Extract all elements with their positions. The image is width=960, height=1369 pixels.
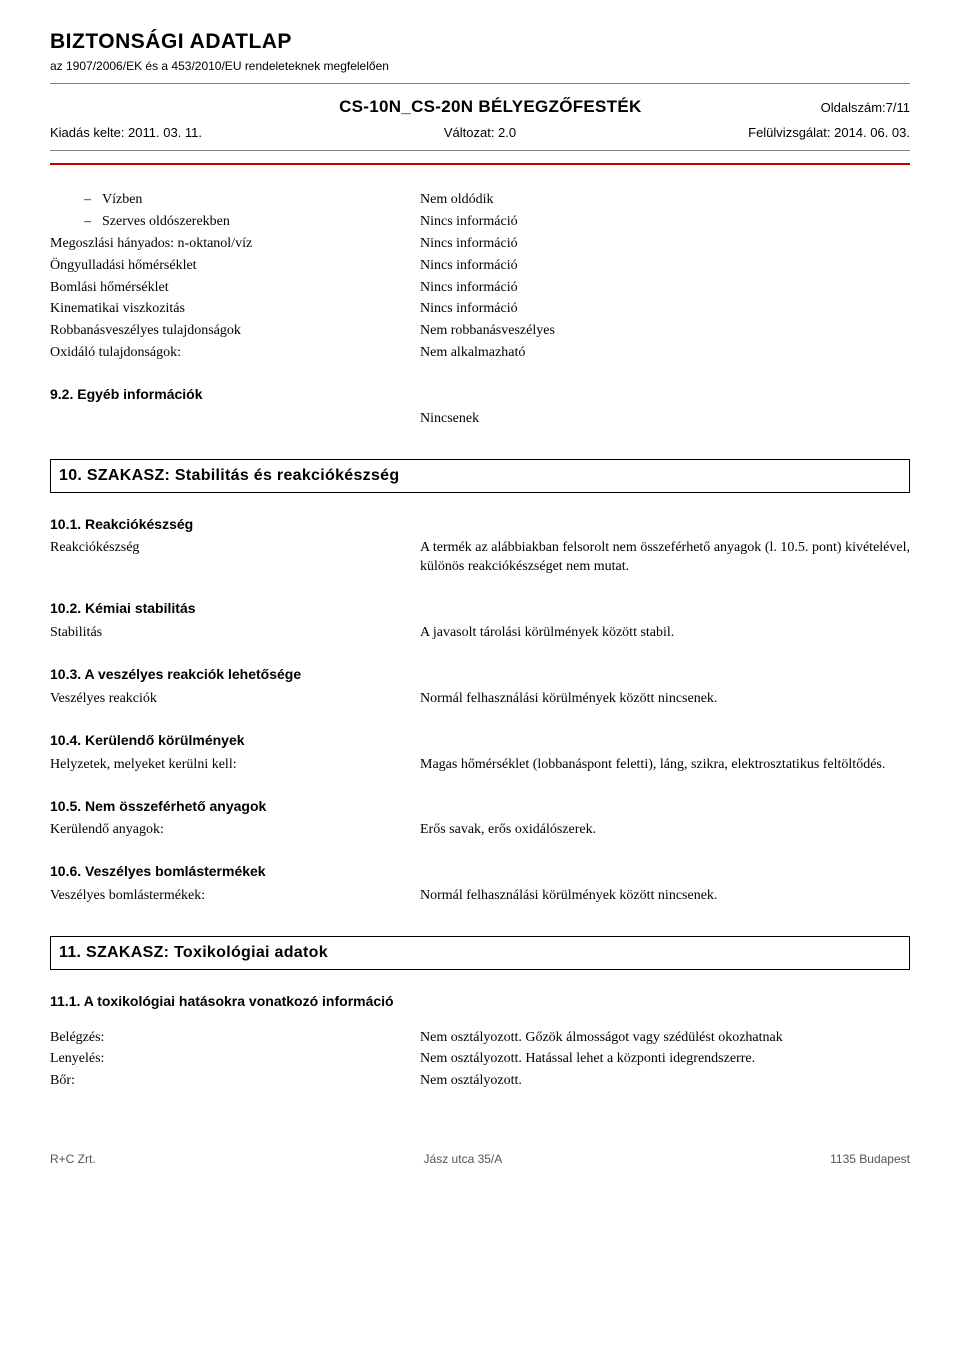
- label-10-6: Veszélyes bomlástermékek:: [50, 887, 420, 906]
- page-number: Oldalszám:7/11: [821, 99, 910, 117]
- property-row: Robbanásveszélyes tulajdonságokNem robba…: [50, 322, 910, 341]
- heading-10-3: 10.3. A veszélyes reakciók lehetősége: [50, 665, 910, 684]
- property-label: Öngyulladási hőmérséklet: [50, 257, 420, 276]
- section-11-title: 11. SZAKASZ: Toxikológiai adatok: [50, 936, 910, 970]
- tox-table: Belégzés:Nem osztályozott. Gőzök álmossá…: [50, 1029, 910, 1092]
- property-value: Nem alkalmazható: [420, 344, 910, 363]
- header-divider-1: [50, 83, 910, 84]
- heading-10-1: 10.1. Reakciókészség: [50, 515, 910, 534]
- property-row: Oxidáló tulajdonságok:Nem alkalmazható: [50, 344, 910, 363]
- section-10-title: 10. SZAKASZ: Stabilitás és reakciókészsé…: [50, 459, 910, 493]
- label-10-5: Kerülendő anyagok:: [50, 821, 420, 840]
- issued-date: Kiadás kelte: 2011. 03. 11.: [50, 124, 337, 142]
- page-footer: R+C Zrt. Jász utca 35/A 1135 Budapest: [50, 1151, 910, 1167]
- label-10-2: Stabilitás: [50, 624, 420, 643]
- property-label: Oxidáló tulajdonságok:: [50, 344, 420, 363]
- property-row: Megoszlási hányados: n-oktanol/vízNincs …: [50, 235, 910, 254]
- property-label: Bomlási hőmérséklet: [50, 279, 420, 298]
- label-10-1: Reakciókészség: [50, 539, 420, 577]
- header-row-meta: Kiadás kelte: 2011. 03. 11. Változat: 2.…: [50, 124, 910, 142]
- row-10-2: Stabilitás A javasolt tárolási körülmény…: [50, 624, 910, 643]
- row-10-6: Veszélyes bomlástermékek: Normál felhasz…: [50, 887, 910, 906]
- tox-row: Lenyelés:Nem osztályozott. Hatással lehe…: [50, 1050, 910, 1069]
- heading-10-2: 10.2. Kémiai stabilitás: [50, 599, 910, 618]
- property-label: Megoszlási hányados: n-oktanol/víz: [50, 235, 420, 254]
- properties-table: VízbenNem oldódikSzerves oldószerekbenNi…: [50, 191, 910, 363]
- revised-date: Felülvizsgálat: 2014. 06. 03.: [623, 124, 910, 142]
- heading-9-2: 9.2. Egyéb információk: [50, 385, 910, 404]
- property-row: Bomlási hőmérsékletNincs információ: [50, 279, 910, 298]
- label-10-3: Veszélyes reakciók: [50, 690, 420, 709]
- value-10-1: A termék az alábbiakban felsorolt nem ös…: [420, 539, 910, 577]
- tox-label: Belégzés:: [50, 1029, 420, 1048]
- row-10-3: Veszélyes reakciók Normál felhasználási …: [50, 690, 910, 709]
- footer-right: 1135 Budapest: [830, 1151, 910, 1167]
- property-row: Kinematikai viszkozitásNincs információ: [50, 300, 910, 319]
- product-name: CS-10N_CS-20N BÉLYEGZŐFESTÉK: [50, 96, 821, 119]
- footer-center: Jász utca 35/A: [424, 1151, 503, 1167]
- row-10-5: Kerülendő anyagok: Erős savak, erős oxid…: [50, 821, 910, 840]
- doc-subtitle: az 1907/2006/EK és a 453/2010/EU rendele…: [50, 58, 910, 74]
- tox-label: Bőr:: [50, 1072, 420, 1091]
- property-label: Robbanásveszélyes tulajdonságok: [50, 322, 420, 341]
- property-value: Nem oldódik: [420, 191, 910, 210]
- property-row: VízbenNem oldódik: [50, 191, 910, 210]
- heading-11-1: 11.1. A toxikológiai hatásokra vonatkozó…: [50, 992, 910, 1011]
- heading-10-4: 10.4. Kerülendő körülmények: [50, 731, 910, 750]
- tox-label: Lenyelés:: [50, 1050, 420, 1069]
- doc-title: BIZTONSÁGI ADATLAP: [50, 28, 910, 56]
- value-10-5: Erős savak, erős oxidálószerek.: [420, 821, 910, 840]
- tox-value: Nem osztályozott. Hatással lehet a közpo…: [420, 1050, 910, 1069]
- property-label: Vízben: [50, 191, 420, 210]
- tox-row: Bőr:Nem osztályozott.: [50, 1072, 910, 1091]
- property-value: Nincs információ: [420, 213, 910, 232]
- tox-value: Nem osztályozott. Gőzök álmosságot vagy …: [420, 1029, 910, 1048]
- footer-left: R+C Zrt.: [50, 1151, 96, 1167]
- property-value: Nincs információ: [420, 257, 910, 276]
- property-row: Szerves oldószerekbenNincs információ: [50, 213, 910, 232]
- header-divider-2: [50, 150, 910, 151]
- header-row-product: CS-10N_CS-20N BÉLYEGZŐFESTÉK Oldalszám:7…: [50, 96, 910, 119]
- value-10-6: Normál felhasználási körülmények között …: [420, 887, 910, 906]
- heading-10-5: 10.5. Nem összeférhető anyagok: [50, 797, 910, 816]
- header-divider-red: [50, 163, 910, 165]
- label-10-4: Helyzetek, melyeket kerülni kell:: [50, 756, 420, 775]
- value-10-2: A javasolt tárolási körülmények között s…: [420, 624, 910, 643]
- tox-value: Nem osztályozott.: [420, 1072, 910, 1091]
- row-10-1: Reakciókészség A termék az alábbiakban f…: [50, 539, 910, 577]
- heading-10-6: 10.6. Veszélyes bomlástermékek: [50, 862, 910, 881]
- value-9-2: Nincsenek: [50, 410, 910, 429]
- property-row: Öngyulladási hőmérsékletNincs információ: [50, 257, 910, 276]
- property-value: Nincs információ: [420, 300, 910, 319]
- row-10-4: Helyzetek, melyeket kerülni kell: Magas …: [50, 756, 910, 775]
- property-label: Kinematikai viszkozitás: [50, 300, 420, 319]
- tox-row: Belégzés:Nem osztályozott. Gőzök álmossá…: [50, 1029, 910, 1048]
- value-10-4: Magas hőmérséklet (lobbanáspont feletti)…: [420, 756, 910, 775]
- property-value: Nincs információ: [420, 279, 910, 298]
- property-value: Nem robbanásveszélyes: [420, 322, 910, 341]
- value-10-3: Normál felhasználási körülmények között …: [420, 690, 910, 709]
- version: Változat: 2.0: [337, 124, 624, 142]
- property-label: Szerves oldószerekben: [50, 213, 420, 232]
- property-value: Nincs információ: [420, 235, 910, 254]
